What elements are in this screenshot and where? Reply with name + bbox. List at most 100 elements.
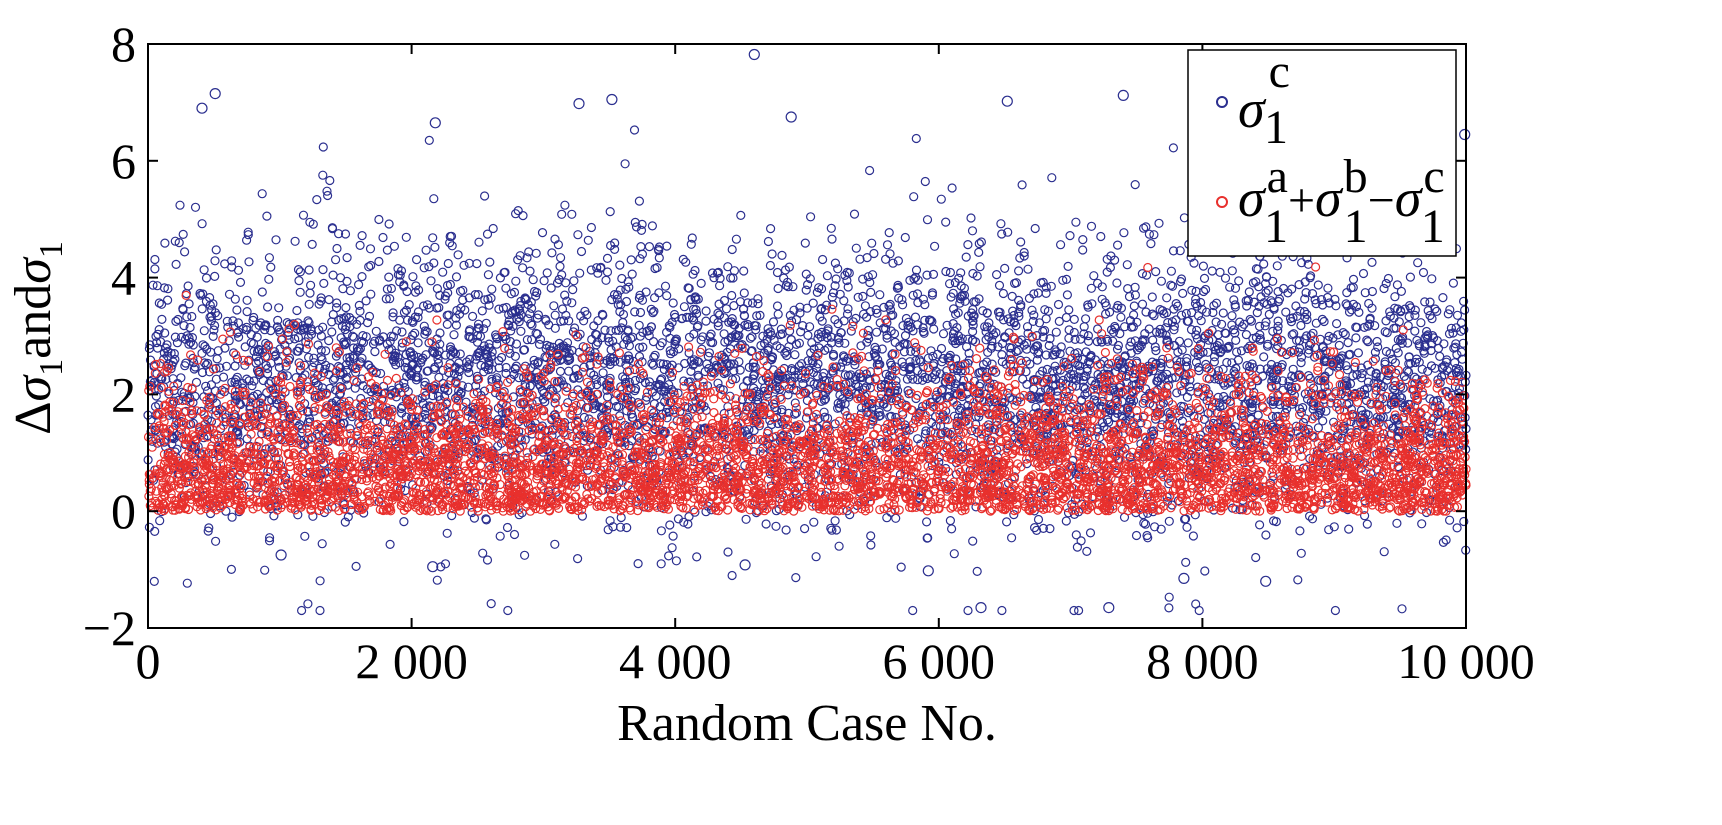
data-point [745, 333, 756, 343]
data-point [1441, 535, 1451, 545]
data-point [1006, 348, 1016, 358]
data-point [1105, 262, 1116, 273]
data-point [232, 305, 242, 315]
data-point [501, 283, 511, 293]
data-point [1203, 347, 1213, 357]
data-point [1237, 322, 1247, 332]
data-point [170, 332, 180, 342]
data-point [1140, 519, 1151, 529]
data-point [1294, 343, 1305, 353]
data-point [955, 298, 965, 308]
data-point [1125, 452, 1135, 462]
data-point [1149, 230, 1159, 240]
data-point [727, 290, 737, 301]
data-point [203, 358, 213, 368]
data-point [803, 330, 813, 340]
data-point [693, 321, 703, 331]
data-point [504, 320, 514, 331]
data-point [380, 389, 390, 399]
data-point [785, 310, 795, 320]
data-point [1251, 552, 1261, 563]
data-point [1207, 266, 1217, 276]
data-point [397, 338, 407, 348]
data-point [831, 274, 841, 284]
data-point [911, 347, 921, 357]
data-point [765, 224, 776, 234]
data-point [734, 357, 744, 367]
data-point [1243, 343, 1253, 354]
data-point [668, 298, 678, 308]
data-point [1177, 345, 1187, 355]
data-point [911, 265, 922, 275]
data-point [449, 347, 459, 357]
data-point [1385, 349, 1395, 359]
data-point [607, 295, 617, 305]
data-point [938, 329, 949, 339]
data-point [1322, 493, 1333, 503]
data-point [227, 512, 237, 522]
data-point [464, 293, 474, 303]
data-point [967, 326, 978, 337]
data-point [1390, 292, 1400, 302]
data-point [1131, 530, 1142, 541]
data-point [1373, 342, 1383, 352]
data-point [357, 231, 367, 241]
data-point [936, 194, 946, 204]
data-point [615, 285, 625, 295]
data-point [473, 290, 483, 300]
data-point [634, 320, 644, 330]
data-point [1449, 343, 1459, 353]
data-point [790, 409, 800, 419]
data-point [261, 338, 271, 348]
data-point [671, 556, 682, 566]
data-point [1189, 258, 1199, 268]
data-point [1156, 276, 1167, 286]
data-point [913, 375, 923, 385]
data-point [727, 570, 737, 581]
data-point [752, 311, 762, 321]
data-point [1116, 312, 1126, 322]
data-point [495, 531, 505, 541]
data-point [293, 265, 304, 275]
data-point [707, 268, 718, 278]
data-point [666, 349, 676, 359]
data-point [897, 300, 908, 310]
data-point [486, 598, 496, 609]
data-point [1416, 318, 1426, 328]
data-point [629, 125, 640, 135]
data-point [802, 303, 812, 313]
data-point [522, 253, 532, 263]
data-point [514, 317, 524, 327]
data-point [1006, 533, 1017, 543]
data-point [876, 380, 887, 390]
data-point [1341, 299, 1351, 309]
data-point [1046, 281, 1056, 291]
data-point [966, 213, 976, 223]
data-point [648, 408, 659, 418]
data-point [264, 253, 274, 263]
data-point [808, 298, 818, 308]
data-point [560, 290, 570, 300]
data-point [670, 336, 680, 346]
data-point [1300, 294, 1310, 304]
data-point [1295, 526, 1305, 536]
data-point [1364, 298, 1374, 309]
data-point [622, 522, 632, 533]
data-point [467, 507, 477, 518]
data-point [1082, 366, 1092, 376]
data-point [549, 301, 559, 311]
data-point [1313, 280, 1323, 290]
data-point [802, 280, 813, 290]
data-point [1425, 310, 1435, 321]
data-point [763, 236, 774, 247]
data-point [1183, 338, 1193, 348]
data-point [1019, 247, 1029, 258]
data-point [969, 311, 979, 321]
data-point [273, 315, 283, 325]
data-point [866, 287, 876, 297]
data-point [963, 605, 973, 616]
data-point [1122, 407, 1132, 417]
data-point [1021, 367, 1031, 377]
data-point [1128, 310, 1139, 320]
